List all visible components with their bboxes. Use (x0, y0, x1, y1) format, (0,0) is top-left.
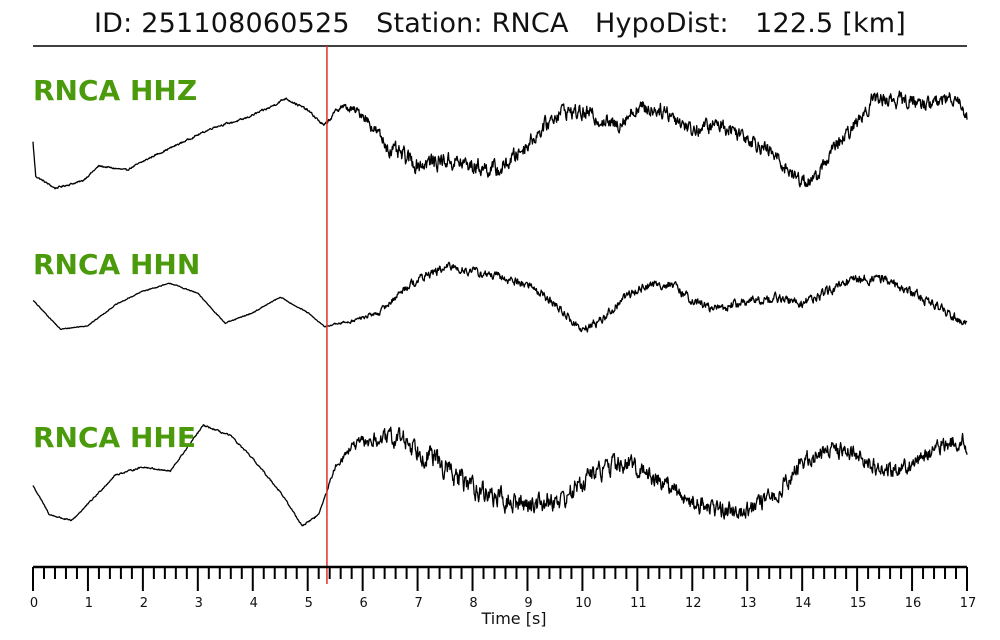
channel-label: RNCA HHZ (33, 74, 197, 107)
x-tick-label: 3 (195, 596, 203, 611)
x-tick-label: 9 (524, 596, 532, 611)
x-axis-label: Time [s] (480, 609, 546, 628)
channel-label-group: RNCA HHZ RNCA HHN RNCA HHE (33, 74, 200, 454)
trace-rnca-hhe (32, 424, 968, 527)
x-tick-label: 7 (414, 596, 422, 611)
x-tick-label: 5 (305, 596, 313, 611)
chart-title: ID: 251108060525 Station: RNCA HypoDist:… (93, 8, 907, 39)
trace-rnca-hhz (32, 90, 968, 190)
x-tick-label: 17 (960, 596, 977, 611)
x-tick-label: 10 (575, 596, 592, 611)
trace-rnca-hhn (32, 261, 968, 333)
x-tick-label: 14 (795, 596, 812, 611)
x-tick-label: 0 (30, 596, 38, 611)
x-tick-label: 8 (469, 596, 477, 611)
x-tick-label: 11 (630, 596, 647, 611)
x-tick-label: 1 (85, 596, 93, 611)
x-tick-label: 15 (850, 596, 867, 611)
channel-label: RNCA HHE (33, 421, 196, 454)
trace-group (32, 90, 968, 527)
time-axis: 0 1 2 3 4 5 6 7 8 9 10 11 12 13 14 15 16 17 (30, 565, 977, 611)
x-tick-label: 2 (140, 596, 148, 611)
x-tick-label: 12 (685, 596, 702, 611)
x-tick-label: 16 (905, 596, 922, 611)
x-tick-label: 13 (740, 596, 757, 611)
x-tick-label: 4 (250, 596, 258, 611)
x-tick-label: 6 (360, 596, 368, 611)
channel-label: RNCA HHN (33, 248, 200, 281)
